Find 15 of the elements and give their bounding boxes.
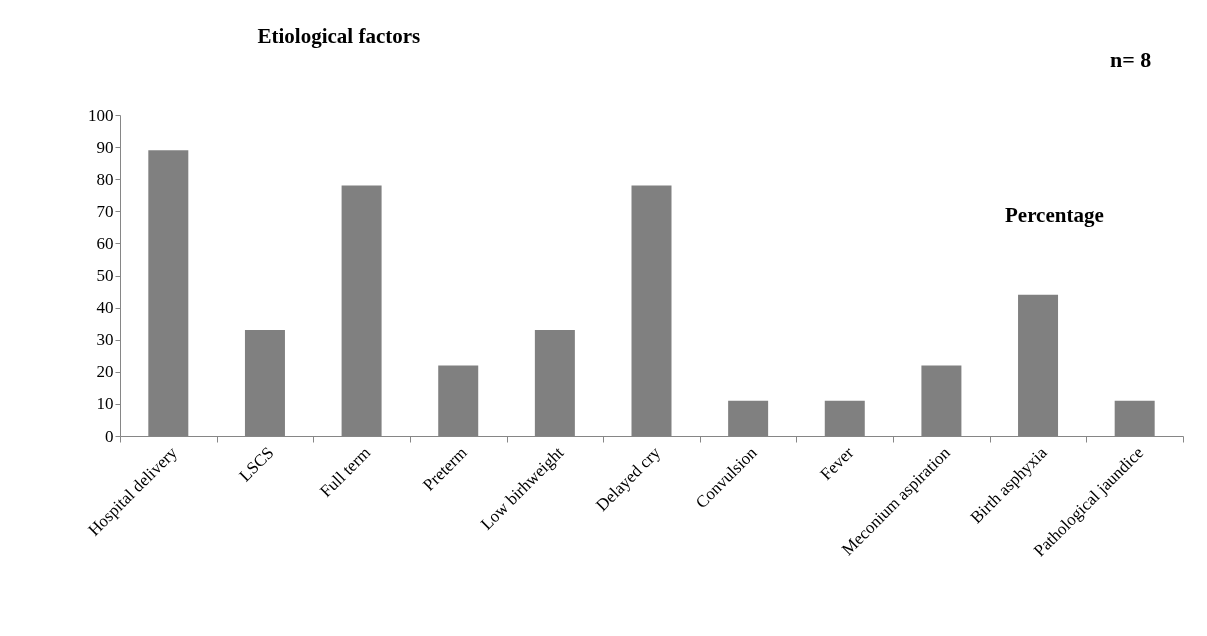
y-tick-label: 40 [96, 298, 114, 318]
x-tick-label: Full term [316, 443, 375, 501]
y-tick-label: 100 [88, 105, 114, 125]
y-tick-label: 80 [96, 169, 114, 189]
y-tick-label: 60 [96, 233, 114, 253]
y-tick-label: 50 [96, 266, 114, 285]
y-tick-label: 30 [96, 330, 114, 350]
y-tick-label: 10 [96, 394, 114, 414]
annotation: Percentage [1005, 203, 1104, 227]
chart-title: Etiological factors [257, 24, 421, 48]
text: n= 8 [1110, 47, 1152, 72]
y-tick-label: 0 [105, 426, 114, 446]
y-tick-label: 70 [96, 201, 114, 221]
y-tick-label: 20 [96, 362, 114, 382]
y-tick-label: 90 [96, 137, 114, 157]
